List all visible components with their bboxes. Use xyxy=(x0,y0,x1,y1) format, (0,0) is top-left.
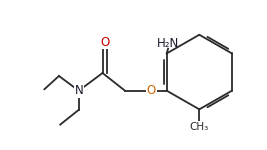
Text: O: O xyxy=(147,84,156,97)
Text: CH₃: CH₃ xyxy=(190,122,209,132)
Text: O: O xyxy=(100,36,109,49)
Text: H₂N: H₂N xyxy=(157,37,179,50)
Text: N: N xyxy=(74,84,83,97)
